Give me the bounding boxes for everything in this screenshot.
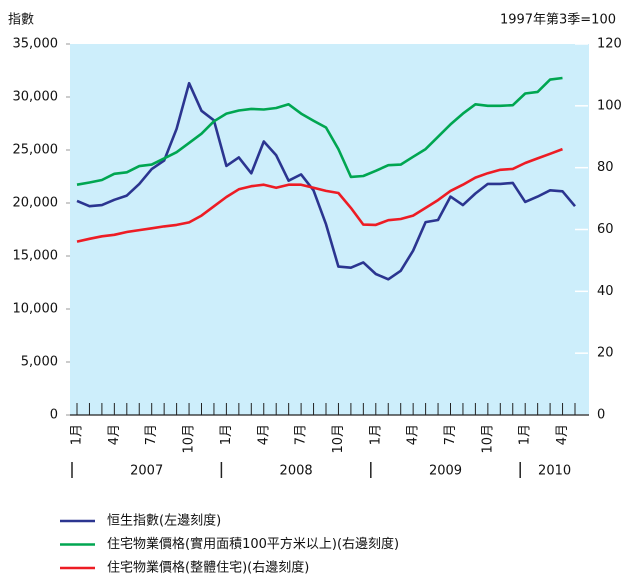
y-tick-label: 30,000 <box>13 90 59 105</box>
x-tick-label: 7月 <box>294 424 309 445</box>
legend-label: 住宅物業價格(實用面積100平方米以上)(右邊刻度) <box>107 536 399 552</box>
x-tick-label: 1月 <box>368 424 383 445</box>
y2-tick-label: 60 <box>597 222 614 237</box>
x-tick-label: 1月 <box>70 424 85 445</box>
x-tick-label: 1月 <box>219 424 234 445</box>
x-tick-label: 4月 <box>256 424 271 445</box>
x-tick-label: 4月 <box>555 424 570 445</box>
y2-tick-label: 20 <box>597 346 614 361</box>
year-label: 2007 <box>130 464 163 479</box>
y2-tick-label: 40 <box>597 284 614 299</box>
legend-label: 住宅物業價格(整體住宅)(右邊刻度) <box>107 560 309 576</box>
x-tick-label: 10月 <box>182 424 197 454</box>
y-tick-label: 25,000 <box>13 143 59 158</box>
year-label: 2008 <box>280 464 313 479</box>
year-label: 2010 <box>538 464 571 479</box>
x-tick-label: 10月 <box>331 424 346 454</box>
x-tick-label: 1月 <box>518 424 533 445</box>
y2-tick-label: 0 <box>597 408 605 423</box>
y-axis-label: 指數 <box>8 13 34 28</box>
y-tick-label: 35,000 <box>13 37 59 52</box>
series-line <box>76 147 563 243</box>
x-tick-label: 7月 <box>443 424 458 445</box>
year-label: 2009 <box>429 464 462 479</box>
series-line <box>76 81 576 281</box>
x-tick-label: 4月 <box>107 424 122 445</box>
y-tick-label: 0 <box>50 408 58 423</box>
x-tick-label: 7月 <box>144 424 159 445</box>
y2-tick-label: 100 <box>597 98 621 113</box>
y2-tick-label: 80 <box>597 160 614 175</box>
y-tick-label: 20,000 <box>13 196 59 211</box>
x-tick-label: 10月 <box>480 424 495 454</box>
y2-axis-label: 1997年第3季=100 <box>500 13 616 28</box>
y2-tick-label: 120 <box>597 37 621 52</box>
series-line <box>76 76 563 186</box>
legend-label: 恒生指數(左邊刻度) <box>107 513 221 529</box>
y-tick-label: 15,000 <box>13 249 59 264</box>
y-tick-label: 5,000 <box>21 355 58 370</box>
y-tick-label: 10,000 <box>13 302 59 317</box>
x-tick-label: 4月 <box>406 424 421 445</box>
